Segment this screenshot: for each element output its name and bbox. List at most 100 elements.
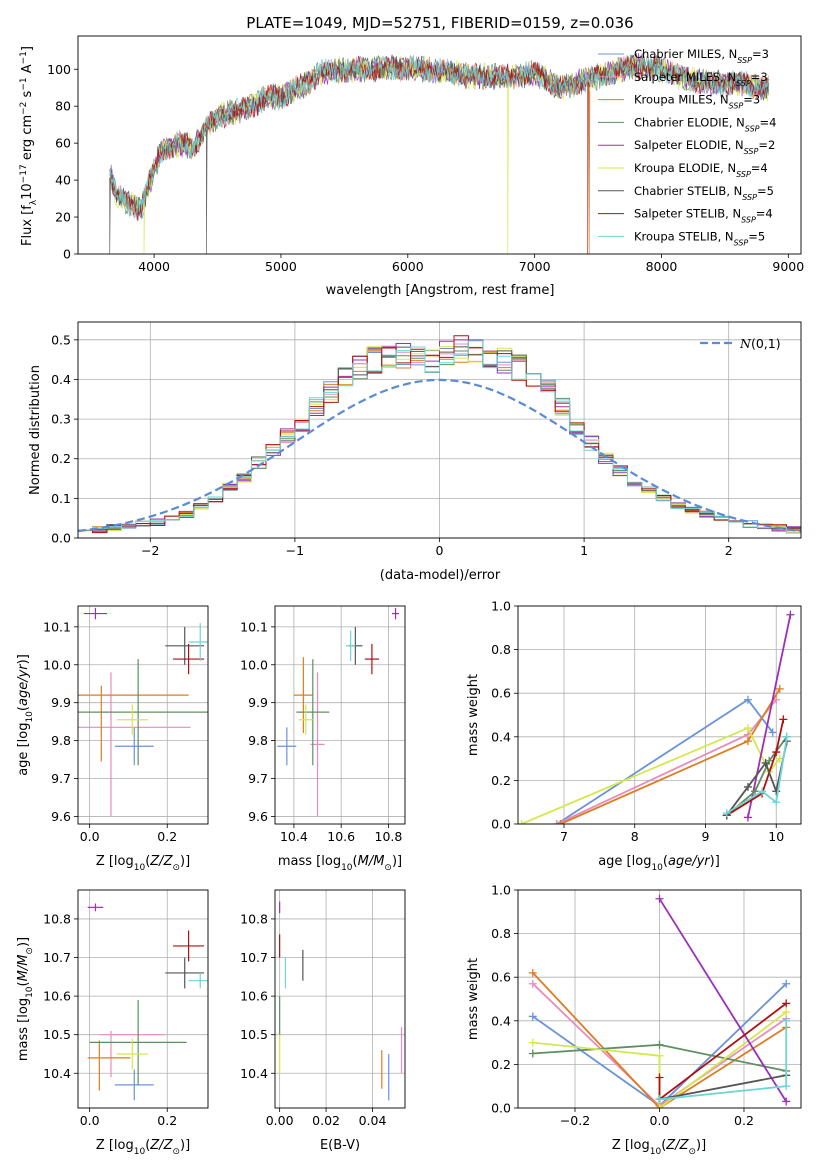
residual_hist-ytick-label: 0.1 — [51, 491, 71, 506]
legend-label-part: Kroupa MILES, N — [634, 93, 729, 107]
weight_vs_Z-ytick-label: 0.4 — [491, 1013, 511, 1028]
legend-label-part: Kroupa ELODIE, N — [634, 161, 736, 175]
hist-xlabel: (data-model)/error — [380, 568, 501, 583]
age-vs-z-xlabel-part: )] — [180, 854, 190, 869]
age_vs_mass-xtick-label: 10.4 — [280, 829, 308, 844]
legend-label-part: =3 — [743, 93, 760, 107]
errorbar-kroupa-elodie — [116, 1038, 148, 1070]
legend-label: Chabrier STELIB, NSSP=5 — [634, 184, 774, 202]
weight-marker — [775, 684, 784, 693]
residual_hist-plot-area — [78, 335, 801, 534]
age_vs_Z-axes: 0.0 0.2 9.6 9.7 9.8 9.9 10.0 10.1 — [43, 605, 209, 844]
mass_vs_Z-grid — [78, 890, 208, 1108]
weight_vs_Z-plot-area — [528, 894, 791, 1108]
weight-marker — [772, 748, 781, 757]
weight-marker — [528, 979, 537, 988]
residual_hist-frame — [77, 321, 802, 539]
legend-label-subscript: SSP — [737, 56, 752, 65]
weight-marker — [782, 732, 791, 741]
weight-marker — [743, 724, 752, 733]
age_vs_Z-xtick-label: 0.2 — [157, 829, 177, 844]
spectrum-plot-area — [109, 53, 770, 254]
residual_hist-ytick-label: 0.4 — [51, 372, 71, 387]
legend-label-part: Chabrier STELIB, N — [634, 184, 742, 198]
residual_hist-xtick-label: 0 — [436, 543, 444, 558]
spectrum-axes: 4000 5000 6000 7000 8000 9000 0 20 40 60 80 100 — [47, 35, 804, 274]
mass_vs_ebv-xtick-label: 0.04 — [359, 1113, 387, 1128]
mass_vs_Z-ytick-label: 10.6 — [43, 989, 71, 1004]
weight-marker — [768, 728, 777, 737]
mass_vs_ebv-ytick-label: 10.6 — [240, 989, 268, 1004]
hist-ylabel: Normed distribution — [28, 365, 43, 495]
errorbar-chabrier-elodie — [296, 659, 330, 766]
hist-legend-label: N(0,1) — [739, 336, 781, 351]
weight-vs-z-xlabel-part: ( — [661, 1138, 666, 1153]
spectrum-ytick-label: 60 — [55, 136, 71, 151]
mass_vs_ebv-ytick-label: 10.8 — [240, 911, 268, 926]
errorbar-chabrier-stelib — [165, 626, 205, 665]
legend-label-subscript: SSP — [744, 147, 759, 156]
spectrum-ylabel-part: λ — [29, 199, 39, 205]
mass-ylabel-part: 10 — [25, 986, 35, 998]
errorbar-chabrier-stelib — [165, 957, 205, 989]
errorbar-kroupa-elodie — [298, 704, 313, 735]
legend-label-part: Kroupa STELIB, N — [634, 229, 734, 243]
weight-marker — [528, 1038, 537, 1047]
weight-vs-z-xlabel: Z [log10(Z/Z⊙)] — [612, 1138, 706, 1157]
legend-label: Salpeter ELODIE, NSSP=2 — [634, 138, 775, 156]
age_vs_Z-ytick-label: 9.8 — [51, 733, 71, 748]
legend-label-subscript: SSP — [745, 124, 760, 133]
weight_vs_age-xtick-label: 10 — [768, 829, 784, 844]
residual_hist-ytick-label: 0.2 — [51, 451, 71, 466]
errorbar-salpeter-elodie — [392, 607, 400, 620]
age_vs_mass-frame — [274, 605, 406, 825]
weight-marker — [782, 1097, 791, 1106]
age-vs-z-xlabel-part: Z/Z — [149, 854, 173, 869]
spectrum-ylabel-part: −1 — [19, 77, 29, 90]
age-vs-z-xlabel-part: ⊙ — [172, 863, 180, 873]
weight_vs_Z-axes: −0.2 0.0 0.2 0.0 0.2 0.4 0.6 0.8 1.0 — [491, 883, 802, 1128]
weight-marker — [655, 1040, 664, 1049]
weight-line-kroupa-miles — [532, 972, 787, 1108]
age_vs_Z-ytick-label: 10.1 — [43, 619, 71, 634]
weight-marker — [782, 1016, 791, 1025]
weight-marker — [782, 999, 791, 1008]
mass-vs-z-xlabel: Z [log10(Z/Z⊙)] — [96, 1138, 190, 1157]
spectrum-frame — [77, 35, 802, 255]
weight_vs_Z-ytick-label: 0.6 — [491, 970, 511, 985]
mass-ylabel-part: mass [log — [16, 998, 31, 1061]
residual_hist-ytick-label: 0.0 — [51, 531, 71, 546]
errorbar-chabrier-miles — [114, 727, 154, 766]
legend-label: Kroupa ELODIE, NSSP=4 — [634, 161, 768, 179]
legend-label-part: Salpeter ELODIE, N — [634, 138, 744, 152]
mass_vs_ebv-xtick-label: 0.02 — [312, 1113, 340, 1128]
legend-label: Kroupa MILES, NSSP=3 — [634, 93, 760, 111]
age_vs_Z-xtick-label: 0.0 — [80, 829, 100, 844]
residual_hist-axes: −2 −1 0 1 2 0.0 0.1 0.2 0.3 0.4 0.5 — [51, 321, 802, 558]
weight_vs_age-ytick-label: 0.2 — [491, 773, 511, 788]
weight-line-chabrier-elodie — [726, 736, 788, 816]
weight-line-kroupa-stelib — [726, 736, 788, 814]
weight_vs_age-xtick-label: 8 — [631, 829, 639, 844]
errorbar-chabrier-elodie — [89, 999, 187, 1085]
spectrum-line-kroupa-stelib — [109, 55, 770, 219]
weight-vs-age-xlabel-part: age/yr — [668, 854, 711, 869]
errorbar-chabrier-miles — [114, 1069, 154, 1101]
age_vs_mass-axes: 10.4 10.6 10.8 9.6 9.7 9.8 9.9 10.0 10.1 — [240, 605, 406, 844]
mass-ylabel-part: ⊙ — [25, 947, 35, 955]
spectrum-xtick-label: 9000 — [772, 259, 804, 274]
errorbar-salpeter-stelib — [173, 643, 205, 675]
weight-marker — [743, 813, 752, 822]
legend-label-part: =3 — [751, 70, 768, 84]
weight-marker — [655, 1104, 664, 1108]
weight_vs_age-ytick-label: 0.0 — [491, 817, 511, 832]
legend-label-subscript: SSP — [742, 192, 757, 201]
age_vs_Z-ytick-label: 9.6 — [51, 809, 71, 824]
age-ylabel-part: age [log — [16, 723, 31, 776]
legend-label-subscript: SSP — [741, 215, 756, 224]
age_vs_Z-ytick-label: 10.0 — [43, 657, 71, 672]
normal-reference-curve — [78, 378, 801, 533]
weight-marker — [528, 1012, 537, 1021]
